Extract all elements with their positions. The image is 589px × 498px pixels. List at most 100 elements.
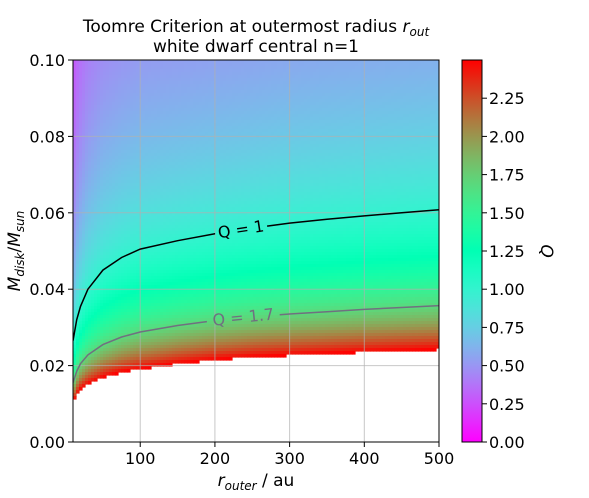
heatmap-cell (205, 312, 209, 316)
heatmap-cell (103, 261, 107, 265)
heatmap-cell (88, 273, 92, 277)
heatmap-cell (217, 81, 221, 85)
heatmap-cell (121, 222, 125, 226)
heatmap-cell (121, 264, 125, 268)
heatmap-cell (214, 270, 218, 274)
heatmap-cell (94, 267, 98, 271)
heatmap-cell (85, 216, 89, 220)
heatmap-cell (193, 267, 197, 271)
heatmap-cell (214, 174, 218, 178)
heatmap-cell (124, 180, 128, 184)
heatmap-cell (154, 186, 158, 190)
heatmap-cell (211, 354, 215, 358)
heatmap-cell (169, 90, 173, 94)
heatmap-cell (112, 225, 116, 229)
heatmap-cell (127, 291, 131, 295)
heatmap-cell (214, 258, 218, 262)
heatmap-cell (211, 324, 215, 328)
heatmap-cell (118, 339, 122, 343)
heatmap-cell (127, 78, 131, 82)
heatmap-cell (97, 69, 101, 73)
heatmap-cell (76, 207, 80, 211)
heatmap-cell (100, 318, 104, 322)
heatmap-cell (184, 105, 188, 109)
heatmap-cell (85, 201, 89, 205)
heatmap-cell (112, 291, 116, 295)
heatmap-cell (145, 192, 149, 196)
heatmap-cell (97, 111, 101, 115)
heatmap-cell (154, 117, 158, 121)
heatmap-cell (151, 282, 155, 286)
heatmap-cell (115, 231, 119, 235)
heatmap-cell (127, 111, 131, 115)
heatmap-cell (97, 315, 101, 319)
heatmap-cell (109, 351, 113, 355)
heatmap-cell (202, 174, 206, 178)
heatmap-cell (208, 75, 212, 79)
heatmap-cell (196, 261, 200, 265)
heatmap-cell (163, 102, 167, 106)
heatmap-cell (196, 258, 200, 262)
heatmap-cell (178, 279, 182, 283)
heatmap-cell (91, 288, 95, 292)
heatmap-cell (169, 186, 173, 190)
heatmap-cell (76, 306, 80, 310)
heatmap-cell (166, 333, 170, 337)
heatmap-cell (136, 327, 140, 331)
heatmap-cell (115, 189, 119, 193)
heatmap-cell (187, 276, 191, 280)
heatmap-cell (187, 297, 191, 301)
heatmap-cell (115, 237, 119, 241)
heatmap-cell (148, 129, 152, 133)
heatmap-cell (112, 84, 116, 88)
heatmap-cell (94, 219, 98, 223)
heatmap-cell (121, 147, 125, 151)
heatmap-cell (142, 357, 146, 361)
heatmap-cell (214, 345, 218, 349)
heatmap-cell (172, 147, 176, 151)
heatmap-cell (97, 294, 101, 298)
heatmap-cell (205, 174, 209, 178)
heatmap-cell (130, 222, 134, 226)
heatmap-cell (172, 294, 176, 298)
heatmap-cell (85, 66, 89, 70)
heatmap-cell (172, 246, 176, 250)
heatmap-cell (91, 351, 95, 355)
heatmap-cell (166, 84, 170, 88)
heatmap-cell (184, 63, 188, 67)
heatmap-cell (136, 255, 140, 259)
heatmap-cell (151, 192, 155, 196)
heatmap-cell (190, 318, 194, 322)
heatmap-cell (82, 303, 86, 307)
heatmap-cell (73, 228, 77, 232)
heatmap-cell (184, 264, 188, 268)
heatmap-cell (199, 60, 203, 64)
heatmap-cell (115, 270, 119, 274)
heatmap-cell (160, 228, 164, 232)
heatmap-cell (205, 189, 209, 193)
heatmap-cell (142, 147, 146, 151)
heatmap-cell (76, 60, 80, 64)
heatmap-cell (142, 162, 146, 166)
heatmap-cell (196, 81, 200, 85)
heatmap-cell (112, 231, 116, 235)
heatmap-cell (172, 318, 176, 322)
heatmap-cell (178, 345, 182, 349)
heatmap-cell (190, 225, 194, 229)
heatmap-cell (133, 225, 137, 229)
heatmap-cell (157, 87, 161, 91)
heatmap-cell (178, 336, 182, 340)
heatmap-cell (154, 132, 158, 136)
heatmap-cell (124, 264, 128, 268)
heatmap-cell (166, 186, 170, 190)
heatmap-cell (100, 150, 104, 154)
heatmap-cell (103, 234, 107, 238)
heatmap-cell (127, 222, 131, 226)
heatmap-cell (196, 231, 200, 235)
heatmap-cell (160, 66, 164, 70)
heatmap-cell (214, 246, 218, 250)
heatmap-cell (139, 159, 143, 163)
heatmap-cell (157, 237, 161, 241)
heatmap-cell (202, 201, 206, 205)
heatmap-cell (166, 171, 170, 175)
